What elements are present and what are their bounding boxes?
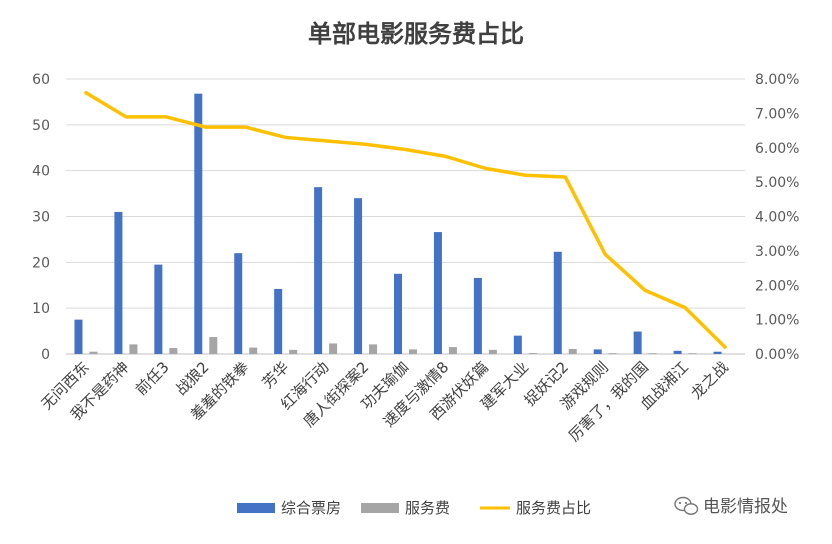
bar-service-fee [289, 350, 297, 354]
bar-box-office [154, 265, 162, 354]
bar-service-fee [129, 344, 137, 354]
bar-box-office [314, 187, 322, 354]
bar-box-office [74, 320, 82, 354]
bar-service-fee [249, 348, 257, 354]
bar-service-fee [449, 347, 457, 354]
bar-service-fee [569, 349, 577, 354]
ratio-polyline [86, 93, 725, 347]
legend-label: 综合票房 [281, 499, 341, 517]
legend: 综合票房 服务费 服务费占比 [237, 499, 591, 517]
right-tick-label: 7.00% [755, 106, 799, 122]
bar-box-office [354, 198, 362, 354]
bar-service-fee [409, 349, 417, 354]
bar-service-fee [689, 353, 697, 354]
watermark-text: 电影情报处 [703, 497, 788, 517]
bar-box-office [594, 349, 602, 354]
bar-service-fee [169, 348, 177, 354]
right-tick-label: 6.00% [755, 141, 799, 157]
left-y-axis: 0 10 20 30 40 50 60 [32, 72, 50, 363]
bar-box-office [674, 351, 682, 354]
bar-box-office [234, 253, 242, 354]
legend-label: 服务费 [405, 499, 450, 517]
bar-service-fee [209, 337, 217, 354]
bar-service-fee [89, 352, 97, 354]
bar-box-office [394, 274, 402, 354]
bars [74, 94, 721, 354]
category-label: 前任3 [132, 358, 173, 399]
right-tick-label: 3.00% [755, 244, 799, 260]
bar-box-office [194, 94, 202, 354]
category-label: 芳华 [259, 358, 293, 392]
bar-service-fee [489, 350, 497, 354]
right-y-axis: 0.00% 1.00% 2.00% 3.00% 4.00% 5.00% 6.00% 7.00%… [755, 72, 799, 363]
wechat-icon [675, 498, 698, 515]
left-tick-label: 10 [32, 301, 50, 317]
bar-service-fee [369, 344, 377, 354]
bar-box-office [474, 278, 482, 354]
bar-service-fee [529, 353, 537, 354]
left-tick-label: 50 [32, 118, 50, 134]
right-tick-label: 1.00% [755, 313, 799, 329]
left-tick-label: 0 [41, 347, 50, 363]
right-tick-label: 0.00% [755, 347, 799, 363]
bar-box-office [434, 232, 442, 354]
bar-box-office [554, 252, 562, 354]
bar-service-fee [609, 353, 617, 354]
gridlines [66, 79, 745, 354]
watermark: 电影情报处 [675, 497, 788, 517]
category-label: 龙之战 [687, 358, 732, 403]
bar-box-office [114, 212, 122, 354]
left-tick-label: 20 [32, 255, 50, 271]
right-tick-label: 5.00% [755, 175, 799, 191]
left-tick-label: 40 [32, 164, 50, 180]
legend-swatch-box [237, 503, 275, 513]
bar-box-office [514, 336, 522, 354]
chart-title: 单部电影服务费占比 [308, 20, 524, 48]
bar-box-office [714, 352, 722, 354]
right-tick-label: 8.00% [755, 72, 799, 88]
bar-box-office [634, 332, 642, 354]
legend-label: 服务费占比 [516, 499, 591, 517]
left-tick-label: 60 [32, 72, 50, 88]
left-tick-label: 30 [32, 210, 50, 226]
bar-service-fee [649, 353, 657, 354]
bar-box-office [274, 289, 282, 354]
bar-service-fee [329, 343, 337, 354]
ratio-line [86, 93, 725, 348]
right-tick-label: 2.00% [755, 278, 799, 294]
legend-swatch-box [361, 503, 399, 513]
right-tick-label: 4.00% [755, 210, 799, 226]
